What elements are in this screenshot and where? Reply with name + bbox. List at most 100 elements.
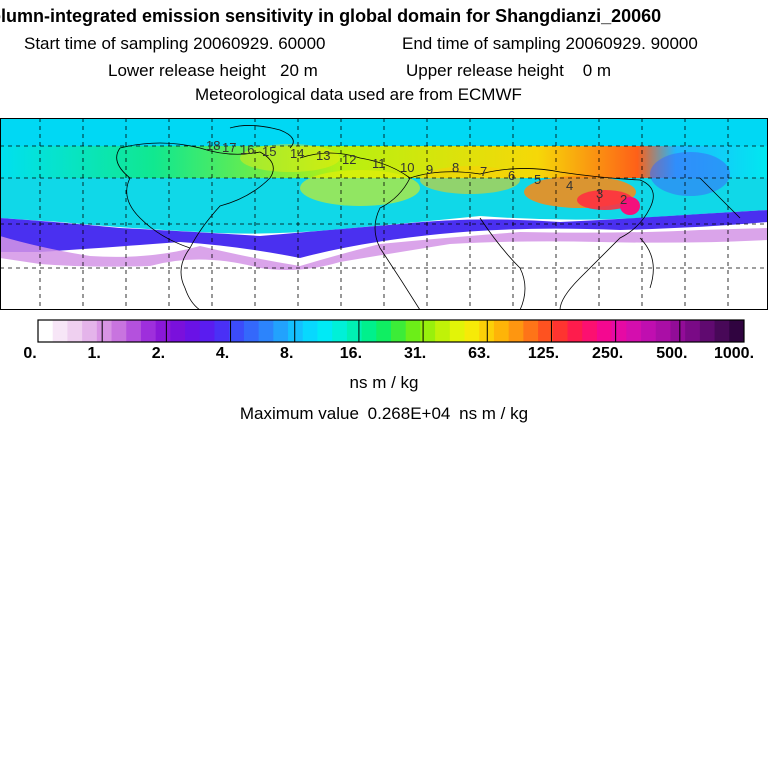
- colorbar-cell: [685, 320, 701, 342]
- upper-height-line: Upper release height 0 m: [406, 61, 611, 81]
- colorbar-tick-label: 8.: [280, 345, 294, 362]
- colorbar-cell: [258, 320, 274, 342]
- start-time-line: Start time of sampling 20060929. 60000: [24, 34, 326, 54]
- colorbar-cell: [567, 320, 583, 342]
- colorbar-cell: [332, 320, 348, 342]
- trajectory-label: 7: [480, 164, 487, 179]
- trajectory-label: 16: [240, 142, 254, 157]
- colorbar-cell: [391, 320, 407, 342]
- colorbar-tick-label: 250.: [592, 345, 624, 362]
- colorbar-cell: [126, 320, 142, 342]
- colorbar-cell: [493, 320, 510, 342]
- trajectory-label: 9: [426, 162, 433, 177]
- colorbar-cell: [376, 320, 392, 342]
- colorbar-cell: [449, 320, 466, 342]
- colorbar-cell: [508, 320, 524, 342]
- trajectory-label: 5: [534, 172, 541, 187]
- colorbar-cell: [596, 320, 613, 342]
- colorbar-cell: [38, 320, 54, 342]
- colorbar-cell: [361, 320, 377, 342]
- colorbar-cell: [155, 320, 171, 342]
- colorbar-cell: [420, 320, 436, 342]
- trajectory-label: 12: [342, 152, 356, 167]
- end-time-value: 20060929. 90000: [565, 34, 698, 53]
- lower-height-value: 20 m: [280, 61, 318, 80]
- colorbar-cell: [199, 320, 215, 342]
- trajectory-labels: 18 17 16 15 14 13 12 11 10 9 8 7 6 5 4 3 2: [206, 138, 627, 207]
- trajectory-label: 2: [620, 192, 627, 207]
- trajectory-label: 11: [372, 156, 386, 171]
- colorbar-cell: [288, 320, 304, 342]
- trajectory-label: 13: [316, 148, 330, 163]
- trajectory-label: 8: [452, 160, 459, 175]
- colorbar-cell: [523, 320, 539, 342]
- colorbar-cell: [582, 320, 598, 342]
- sensitivity-map: 18 17 16 15 14 13 12 11 10 9 8 7 6 5 4 3 2: [0, 118, 768, 310]
- met-data-line: Meteorological data used are from ECMWF: [195, 85, 522, 104]
- colorbar-cell: [699, 320, 716, 342]
- trajectory-label: 4: [566, 178, 573, 193]
- colorbar-cells: [38, 320, 745, 342]
- colorbar-tick-label: 0.: [23, 345, 37, 362]
- coastlines: [116, 125, 741, 310]
- colorbar-cell: [185, 320, 201, 342]
- colorbar-cell: [714, 320, 730, 342]
- colorbar-cell: [52, 320, 68, 342]
- colorbar-cell: [82, 320, 98, 342]
- colorbar-cell: [243, 320, 260, 342]
- upper-height-value: 0 m: [582, 61, 612, 80]
- colorbar-cell: [346, 320, 363, 342]
- colorbar-cell: [655, 320, 671, 342]
- colorbar-cell: [405, 320, 421, 342]
- colorbar-cell: [170, 320, 186, 342]
- trajectory-label: 17: [222, 140, 236, 155]
- trajectory-label: 6: [508, 168, 515, 183]
- colorbar-cell: [626, 320, 642, 342]
- colorbar-cell: [214, 320, 230, 342]
- end-time-label: End time of sampling: [402, 34, 561, 53]
- colorbar: [37, 319, 745, 343]
- colorbar-units: ns m / kg: [349, 373, 419, 392]
- end-time-line: End time of sampling 20060929. 90000: [402, 34, 698, 54]
- colorbar-tick-label: 16.: [339, 345, 363, 362]
- start-time-label: Start time of sampling: [24, 34, 189, 53]
- lower-height-label: Lower release height: [108, 61, 266, 80]
- trajectory-label: 10: [400, 160, 414, 175]
- colorbar-cell: [273, 320, 289, 342]
- colorbar-tick-label: 500.: [656, 345, 688, 362]
- colorbar-tick-label: 63.: [468, 345, 491, 362]
- trajectory-label: 15: [262, 144, 276, 159]
- colorbar-cell: [302, 320, 318, 342]
- colorbar-cell: [729, 320, 745, 342]
- colorbar-tick-label: 1000.: [713, 345, 755, 362]
- colorbar-cell: [96, 320, 113, 342]
- upper-height-label: Upper release height: [406, 61, 564, 80]
- colorbar-cell: [140, 320, 157, 342]
- colorbar-tick-label: 2.: [151, 345, 166, 362]
- colorbar-tick-label: 125.: [527, 345, 560, 362]
- colorbar-cell: [317, 320, 333, 342]
- colorbar-dividers: [101, 320, 681, 342]
- colorbar-tick-label: 31.: [403, 345, 427, 362]
- colorbar-cell: [552, 320, 568, 342]
- colorbar-cell: [538, 320, 554, 342]
- colorbar-frame: [37, 319, 745, 343]
- grid-lines: [0, 118, 768, 310]
- colorbar-cell: [611, 320, 627, 342]
- colorbar-cell: [641, 320, 657, 342]
- colorbar-cell: [464, 320, 480, 342]
- max-value-label: Maximum value: [239, 404, 359, 423]
- trajectory-label: 14: [290, 146, 304, 161]
- trajectory-label: 3: [596, 186, 603, 201]
- lower-height-line: Lower release height 20 m: [108, 61, 318, 81]
- max-value: 0.268E+04: [367, 404, 451, 423]
- colorbar-tick-label: 1.: [87, 345, 101, 362]
- colorbar-cell: [67, 320, 83, 342]
- max-value-units: ns m / kg: [459, 404, 529, 423]
- colorbar-cell: [670, 320, 686, 342]
- trajectory-label: 18: [206, 138, 220, 153]
- colorbar-tick-label: 4.: [215, 345, 230, 362]
- colorbar-cell: [229, 320, 245, 342]
- maximum-value-line: Maximum value 0.268E+04 ns m / kg: [0, 404, 768, 424]
- colorbar-cell: [435, 320, 451, 342]
